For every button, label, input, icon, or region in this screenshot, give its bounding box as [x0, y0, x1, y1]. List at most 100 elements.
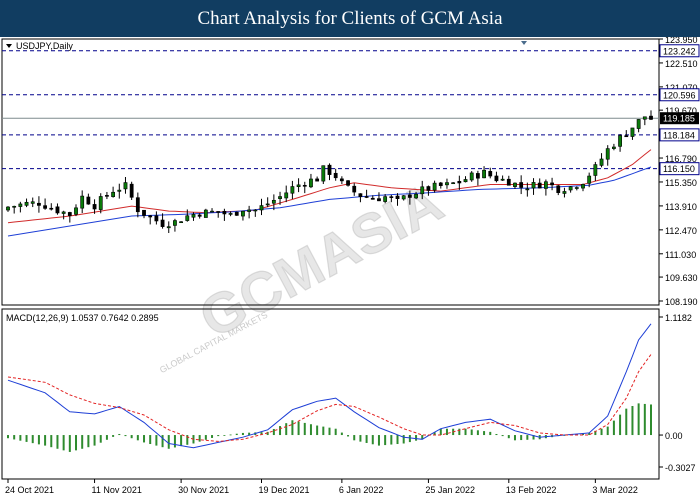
candle	[469, 171, 474, 182]
macd-histogram-bar	[353, 435, 356, 441]
price-axis-label: 122.510	[665, 59, 698, 69]
candle	[593, 161, 598, 182]
candle-body	[222, 210, 227, 215]
price-axis-label: 111.030	[665, 250, 696, 260]
candle-body	[74, 207, 78, 215]
candle-body	[420, 186, 425, 195]
candle	[624, 130, 629, 138]
candle-body	[173, 220, 177, 226]
macd-histogram-bar	[347, 435, 350, 437]
candle	[352, 183, 357, 196]
chart-banner-title: Chart Analysis for Clients of GCM Asia	[0, 0, 700, 37]
candle	[173, 218, 177, 232]
candle	[543, 179, 548, 196]
candle-body	[197, 214, 202, 217]
candle-body	[302, 184, 307, 187]
candle	[43, 198, 47, 210]
macd-histogram-bar	[631, 406, 634, 436]
candle	[80, 190, 85, 214]
macd-histogram-bar	[31, 435, 34, 444]
macd-histogram-bar	[526, 435, 529, 440]
time-axis: 24 Oct 2021 11 Nov 2021 30 Nov 2021 19 Dec …	[5, 479, 638, 495]
macd-histogram-bar	[501, 435, 504, 437]
candle-body	[593, 164, 598, 176]
candle-body	[49, 207, 54, 210]
macd-histogram-bar	[124, 435, 127, 437]
macd-histogram-bar	[37, 435, 40, 445]
candle	[605, 145, 610, 166]
candle	[475, 170, 480, 186]
candle-body	[142, 209, 146, 216]
candle	[377, 192, 381, 202]
candle	[129, 181, 134, 200]
candle-body	[636, 119, 641, 129]
macd-histogram-bar	[204, 435, 207, 440]
candle	[216, 211, 221, 218]
macd-histogram-bar	[322, 426, 325, 436]
macd-histogram-bar	[594, 430, 597, 436]
candle	[185, 209, 190, 222]
level-label-box	[659, 44, 700, 58]
candle-body	[105, 195, 109, 197]
candle-body	[284, 192, 289, 199]
candle-body	[543, 181, 548, 189]
macd-histogram-bar	[297, 421, 300, 436]
candle	[253, 209, 258, 217]
candle-body	[358, 193, 363, 197]
macd-histogram-bar	[371, 435, 374, 445]
candle	[457, 175, 462, 190]
candle-body	[426, 186, 431, 191]
macd-histogram-bar	[50, 435, 53, 448]
candle	[309, 173, 313, 189]
price-axis-label: 123.950	[665, 37, 698, 45]
candle	[234, 211, 239, 216]
candle-body	[407, 194, 412, 198]
macd-histogram-bar	[359, 435, 362, 442]
candle	[488, 167, 493, 179]
macd-signal-line	[7, 354, 652, 442]
candle-body	[278, 196, 282, 199]
candle-body	[309, 178, 313, 188]
candle-body	[642, 116, 647, 120]
macd-histogram-bar	[520, 435, 523, 441]
level-label: 118.184	[663, 130, 695, 140]
candle-body	[92, 204, 97, 210]
candle	[327, 163, 332, 181]
macd-histogram-bar	[186, 435, 189, 445]
macd-histogram-bar	[155, 435, 158, 446]
macd-histogram-bar	[136, 435, 139, 441]
candle	[98, 193, 103, 214]
time-axis-label: 24 Oct 2021	[5, 485, 54, 495]
candle	[358, 193, 363, 203]
current-price-box	[660, 112, 699, 125]
macd-line	[7, 323, 652, 449]
candle-body	[37, 202, 41, 206]
macd-histogram-bar	[272, 428, 275, 436]
macd-histogram-bar	[445, 428, 448, 436]
candle	[537, 178, 542, 189]
macd-histogram-bar	[143, 435, 146, 443]
candle-body	[203, 209, 208, 218]
macd-histogram-bar	[513, 435, 516, 441]
candle	[599, 153, 604, 168]
price-axis-label: 119.670	[665, 106, 697, 116]
candle-body	[581, 184, 585, 189]
candle-body	[290, 186, 295, 194]
candle	[370, 195, 375, 200]
candle	[160, 213, 165, 229]
candle	[290, 180, 295, 200]
candle-body	[43, 205, 47, 209]
chart-canvas[interactable]: GCMASIA GLOBAL CAPITAL MARKETS 123.95012…	[0, 37, 700, 500]
candle-body	[30, 201, 35, 204]
macd-histogram-bar	[483, 431, 486, 436]
time-axis-label: 6 Jan 2022	[339, 485, 384, 495]
candle	[86, 193, 91, 205]
macd-histogram-bar	[532, 435, 535, 440]
candle	[259, 198, 264, 216]
candle	[67, 211, 72, 223]
macd-histogram-bar	[118, 433, 121, 436]
macd-histogram-bar	[105, 435, 108, 440]
macd-histogram-bar	[198, 435, 201, 442]
macd-histogram-bar	[365, 435, 368, 443]
candle-body	[482, 169, 486, 179]
